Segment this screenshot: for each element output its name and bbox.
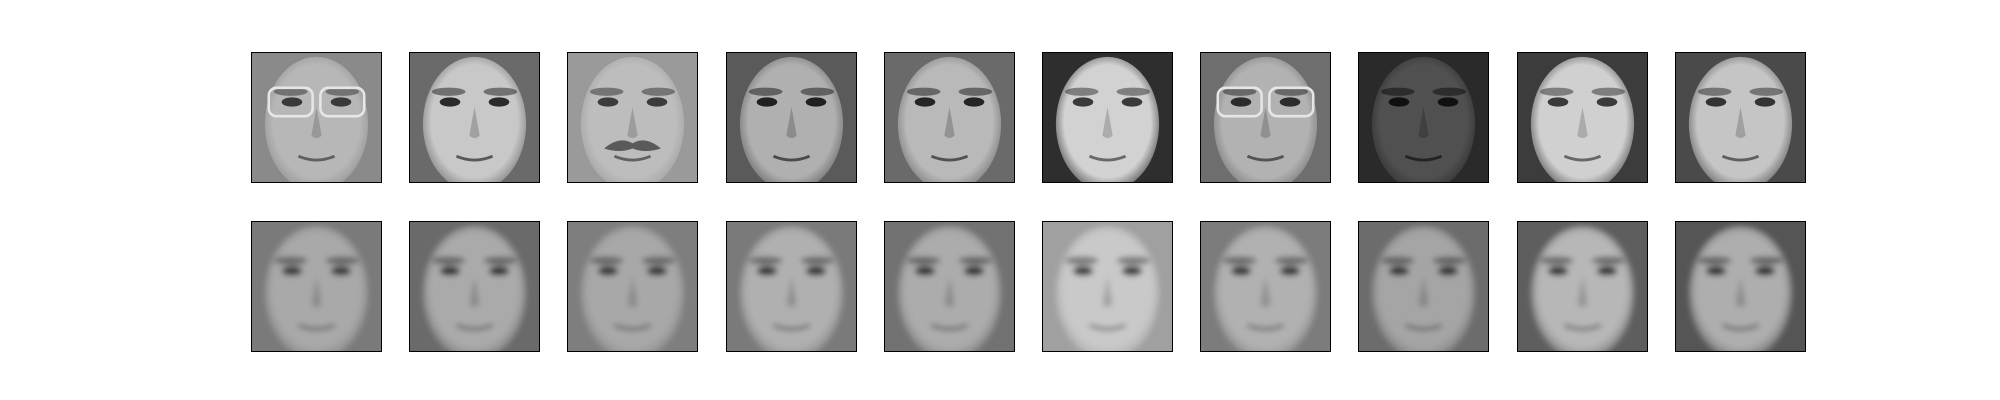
face-image [568,222,697,351]
face-image [1518,222,1647,351]
face-image [1359,53,1488,182]
face-image [410,53,539,182]
face-image [252,53,381,182]
face-image [885,222,1014,351]
face-image [1201,53,1330,182]
reconstructed-face-10 [1675,221,1806,352]
face-image [1676,222,1805,351]
face-image [1043,222,1172,351]
original-face-10 [1675,52,1806,183]
original-face-4 [726,52,857,183]
reconstructed-face-6 [1042,221,1173,352]
original-face-8 [1358,52,1489,183]
reconstructed-face-9 [1517,221,1648,352]
reconstructed-face-2 [409,221,540,352]
original-face-1 [251,52,382,183]
original-face-3 [567,52,698,183]
face-image [885,53,1014,182]
face-image [1359,222,1488,351]
face-image [410,222,539,351]
face-image [568,53,697,182]
face-image [727,222,856,351]
reconstructed-face-4 [726,221,857,352]
reconstructed-face-5 [884,221,1015,352]
face-image [252,222,381,351]
original-face-9 [1517,52,1648,183]
reconstructed-face-1 [251,221,382,352]
reconstructed-face-7 [1200,221,1331,352]
original-face-7 [1200,52,1331,183]
original-face-2 [409,52,540,183]
reconstructed-face-8 [1358,221,1489,352]
face-image [1518,53,1647,182]
face-image [1201,222,1330,351]
original-face-5 [884,52,1015,183]
face-image [727,53,856,182]
face-image [1043,53,1172,182]
original-face-6 [1042,52,1173,183]
face-image [1676,53,1805,182]
reconstructed-face-3 [567,221,698,352]
